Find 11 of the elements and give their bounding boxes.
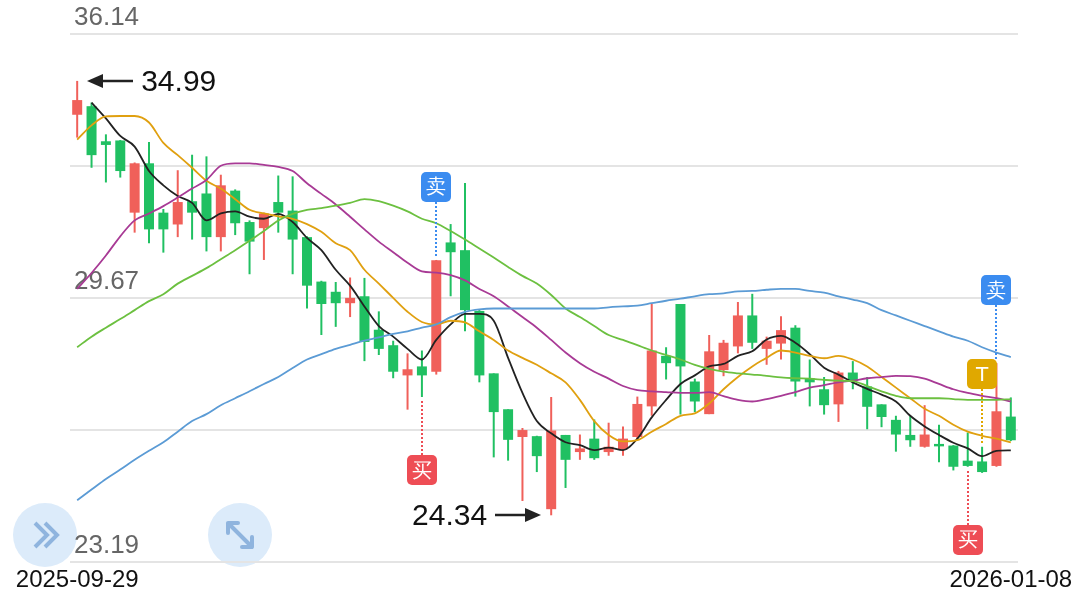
y-tick-label: 36.14 [74, 1, 140, 32]
annotation: T [967, 358, 998, 389]
annotation: 买 [952, 524, 983, 555]
x-tick-label: 2026-01-08 [949, 565, 1073, 593]
annotation: 卖 [981, 275, 1012, 306]
x-tick-label: 2025-09-29 [15, 565, 139, 593]
y-tick-label: 23.19 [74, 529, 140, 560]
annotation: 24.34 [412, 498, 488, 533]
annotation: 卖 [421, 171, 452, 202]
annotation: 34.99 [141, 63, 217, 98]
annotation: 买 [406, 455, 437, 485]
